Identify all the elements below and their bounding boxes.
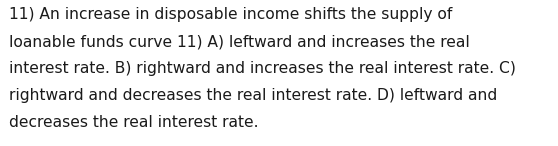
- Text: interest rate. B) rightward and increases the real interest rate. C): interest rate. B) rightward and increase…: [9, 61, 516, 76]
- Text: 11) An increase in disposable income shifts the supply of: 11) An increase in disposable income shi…: [9, 7, 453, 22]
- Text: decreases the real interest rate.: decreases the real interest rate.: [9, 115, 258, 130]
- Text: rightward and decreases the real interest rate. D) leftward and: rightward and decreases the real interes…: [9, 88, 497, 103]
- Text: loanable funds curve 11) A) leftward and increases the real: loanable funds curve 11) A) leftward and…: [9, 34, 470, 49]
